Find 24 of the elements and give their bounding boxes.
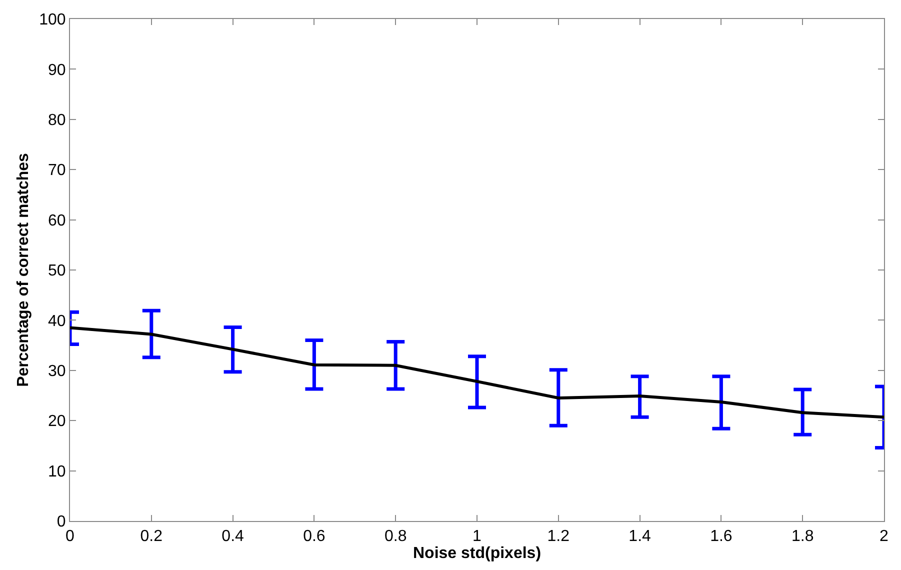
y-tick-label: 10 (48, 463, 66, 480)
y-tick-label: 50 (48, 262, 66, 280)
y-tick-label: 90 (48, 62, 66, 79)
x-tick-label: 2 (880, 528, 889, 546)
y-tick-label: 0 (56, 514, 66, 531)
x-tick-label: 0.2 (140, 528, 163, 546)
x-axis-title: Noise std(pixels) (412, 545, 542, 562)
x-tick-label: 0.4 (222, 528, 244, 546)
y-tick-label: 80 (48, 112, 66, 129)
y-tick-label: 20 (48, 413, 66, 430)
line-series (70, 326, 884, 419)
x-tick-label: 0.6 (303, 528, 326, 546)
y-axis-title: Percentage of correct matches (14, 152, 32, 387)
y-tick-label: 60 (48, 212, 66, 230)
y-tick-label: 40 (48, 312, 66, 330)
y-tick-label: 30 (48, 363, 66, 380)
y-tick-label: 100 (39, 12, 66, 29)
x-tick-label: 0.8 (384, 528, 407, 546)
x-tick-label: 1.8 (791, 528, 814, 546)
x-tick-label: 1.2 (547, 528, 570, 546)
y-tick-label: 70 (48, 162, 66, 180)
x-tick-label: 1.4 (628, 528, 652, 546)
x-tick-label: 1.6 (710, 528, 732, 546)
x-tick-label: 1 (472, 528, 482, 546)
